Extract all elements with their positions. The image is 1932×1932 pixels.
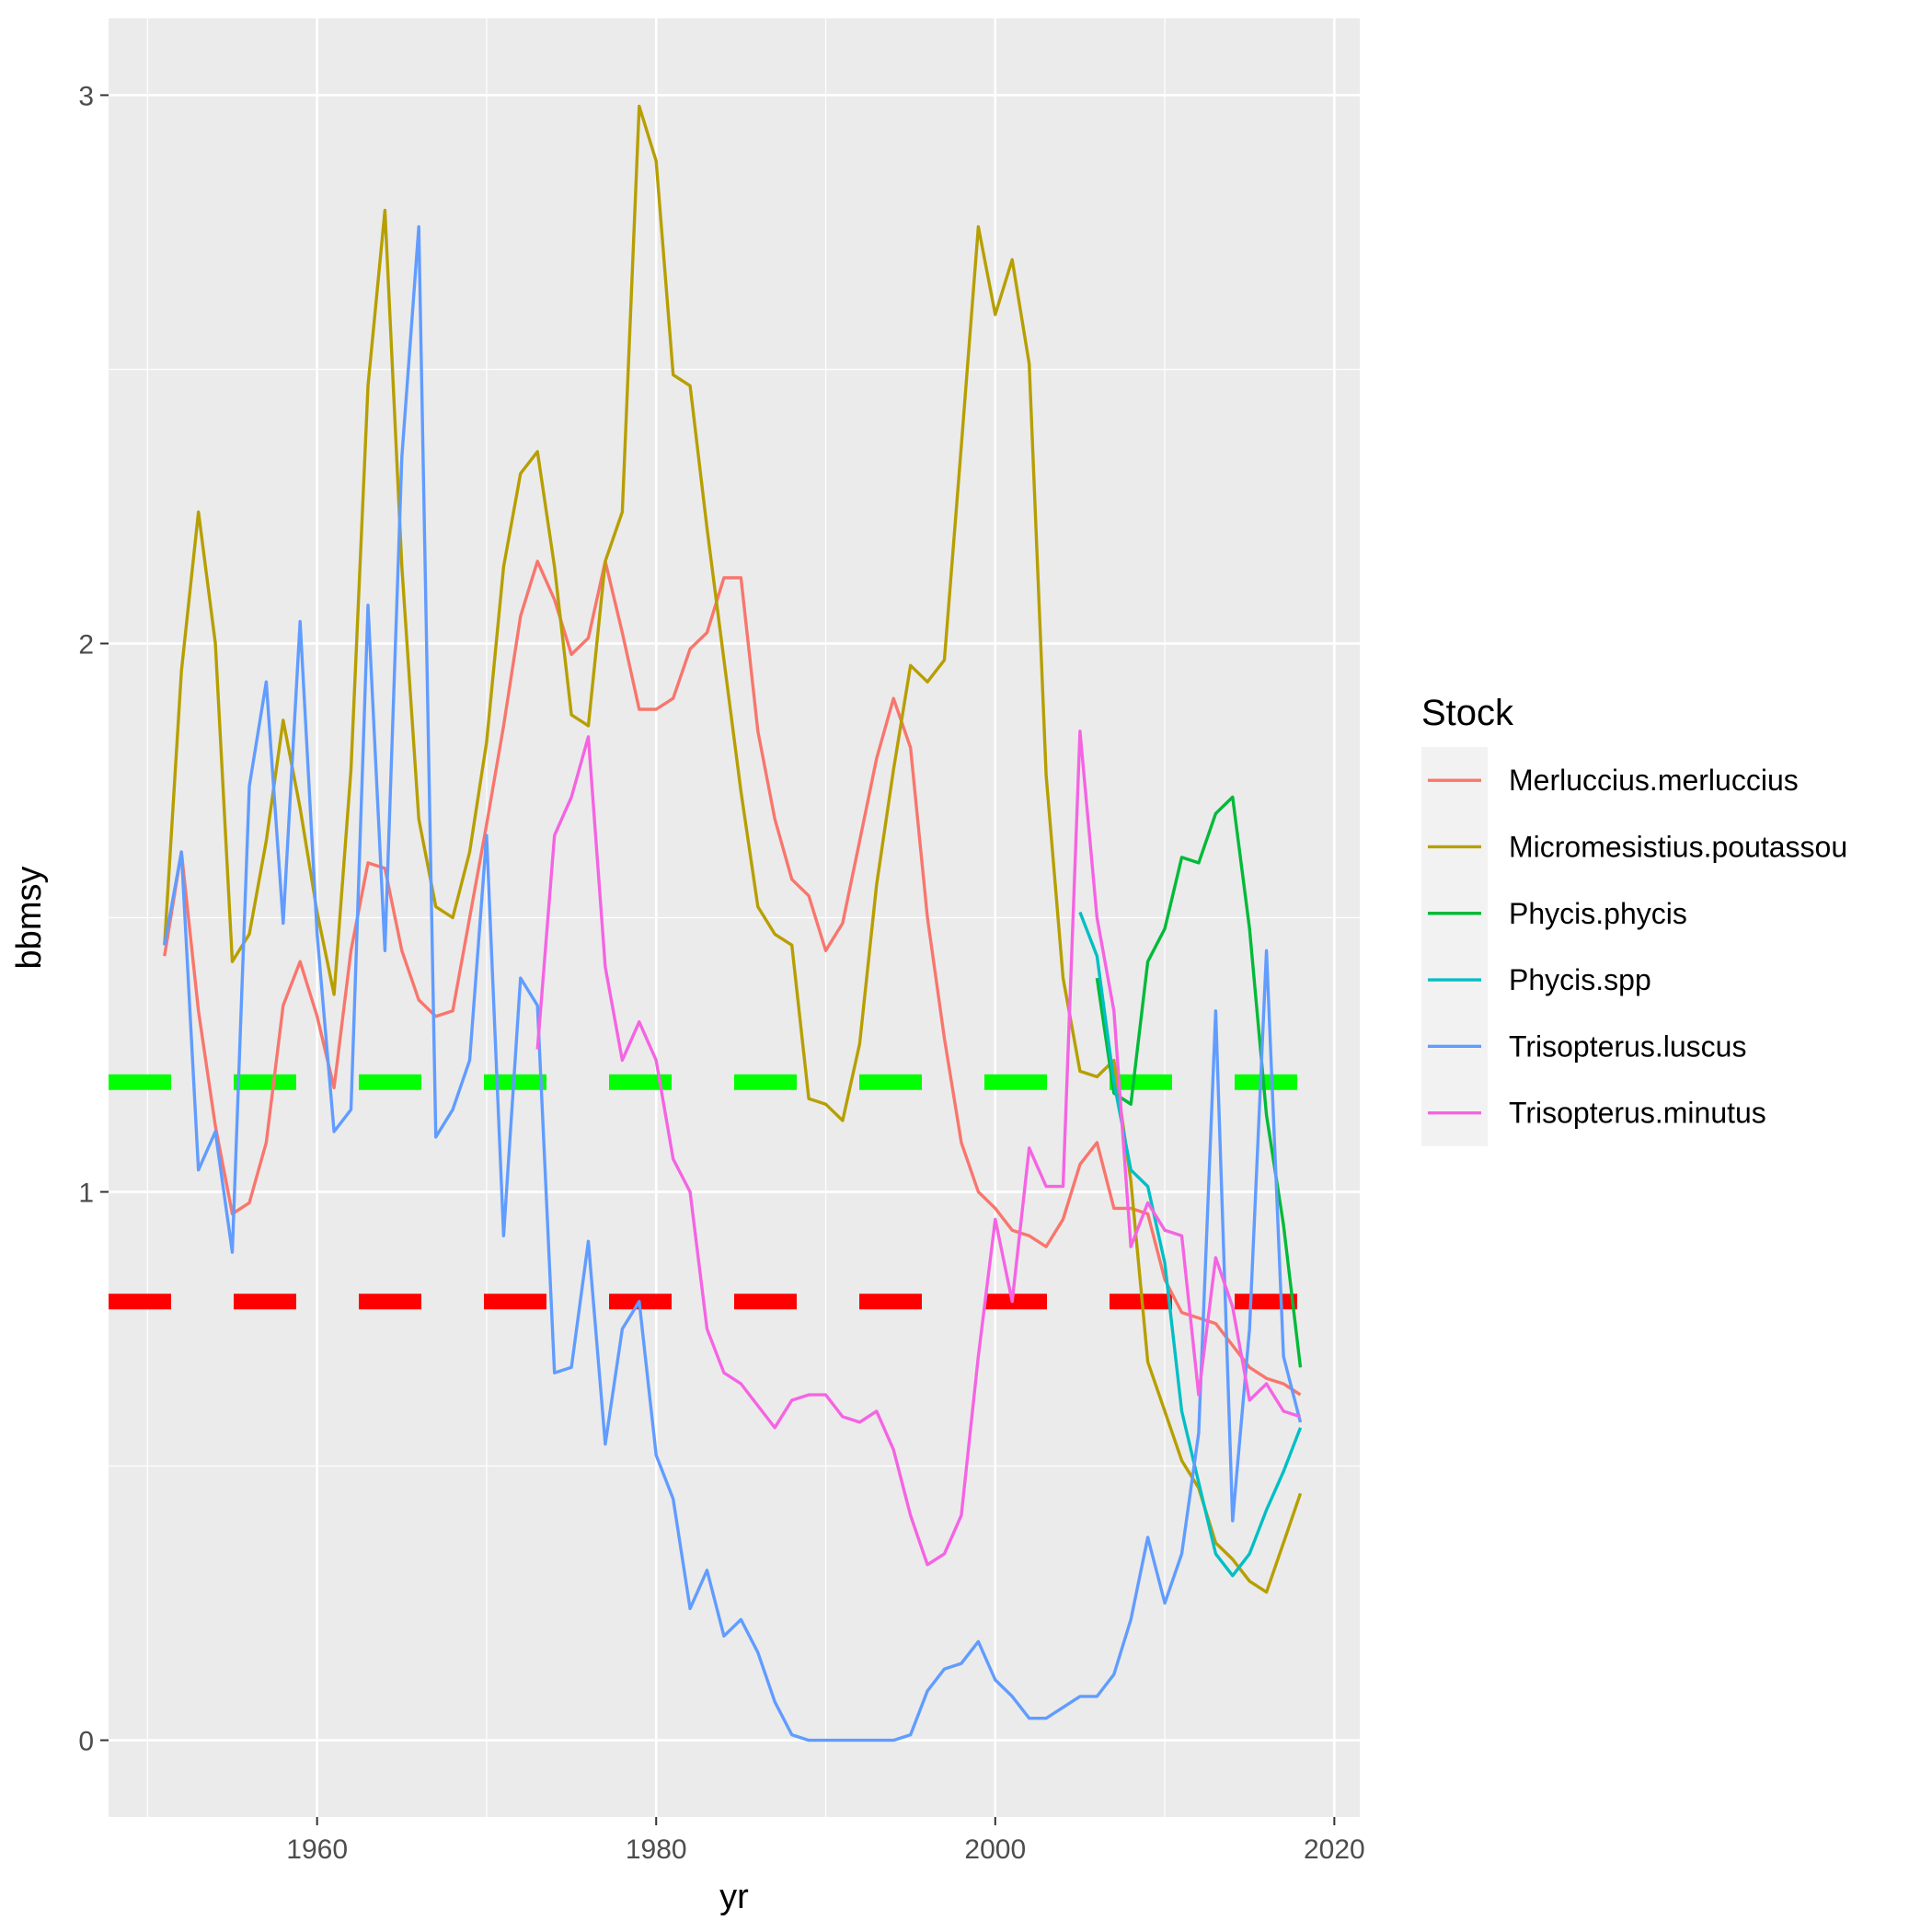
legend-label: Phycis.phycis [1509, 897, 1687, 930]
legend-label: Merluccius.merluccius [1509, 764, 1799, 797]
series-line-phycis-spp [1078, 911, 1303, 1578]
reference-lines [109, 1074, 1360, 1310]
x-tick-labels: 1960 1980 2000 2020 [286, 1834, 1364, 1865]
legend-label: Trisopterus.minutus [1509, 1097, 1766, 1130]
series-line-phycis-phycis [1095, 795, 1303, 1368]
series-line-trisopterus-luscus [163, 224, 1303, 1742]
legend-key-background [1421, 747, 1488, 1146]
minor-gridlines [109, 18, 1360, 1817]
y-tick-labels: 0 1 2 3 [78, 81, 94, 1756]
series-line-trisopterus-minutus [535, 730, 1302, 1567]
x-axis-title: yr [719, 1878, 749, 1916]
series-line-merluccius-merluccius [163, 559, 1302, 1397]
legend-label: Micromesistius.poutassou [1509, 830, 1847, 863]
y-axis-title: bbmsy [10, 867, 49, 970]
legend: Stock Merluccius.merluccius Micromesistiu… [1421, 693, 1847, 1146]
series-lines [163, 104, 1303, 1742]
x-tick-label: 2000 [964, 1834, 1026, 1865]
major-gridlines [109, 18, 1360, 1817]
y-tick-label: 3 [78, 81, 94, 111]
x-tick-label: 1980 [626, 1834, 687, 1865]
y-tick-label: 1 [78, 1179, 94, 1209]
legend-title: Stock [1421, 693, 1514, 733]
y-tick-label: 2 [78, 629, 94, 660]
axis-ticks [100, 94, 1336, 1825]
y-tick-label: 0 [78, 1727, 94, 1757]
x-tick-label: 1960 [286, 1834, 348, 1865]
legend-label: Phycis.spp [1509, 963, 1651, 996]
x-tick-label: 2020 [1304, 1834, 1365, 1865]
legend-label: Trisopterus.luscus [1509, 1029, 1746, 1063]
